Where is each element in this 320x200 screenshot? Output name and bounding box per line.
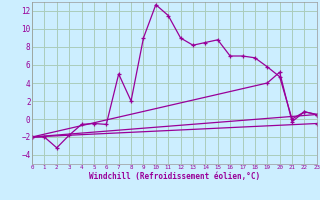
X-axis label: Windchill (Refroidissement éolien,°C): Windchill (Refroidissement éolien,°C)	[89, 172, 260, 181]
